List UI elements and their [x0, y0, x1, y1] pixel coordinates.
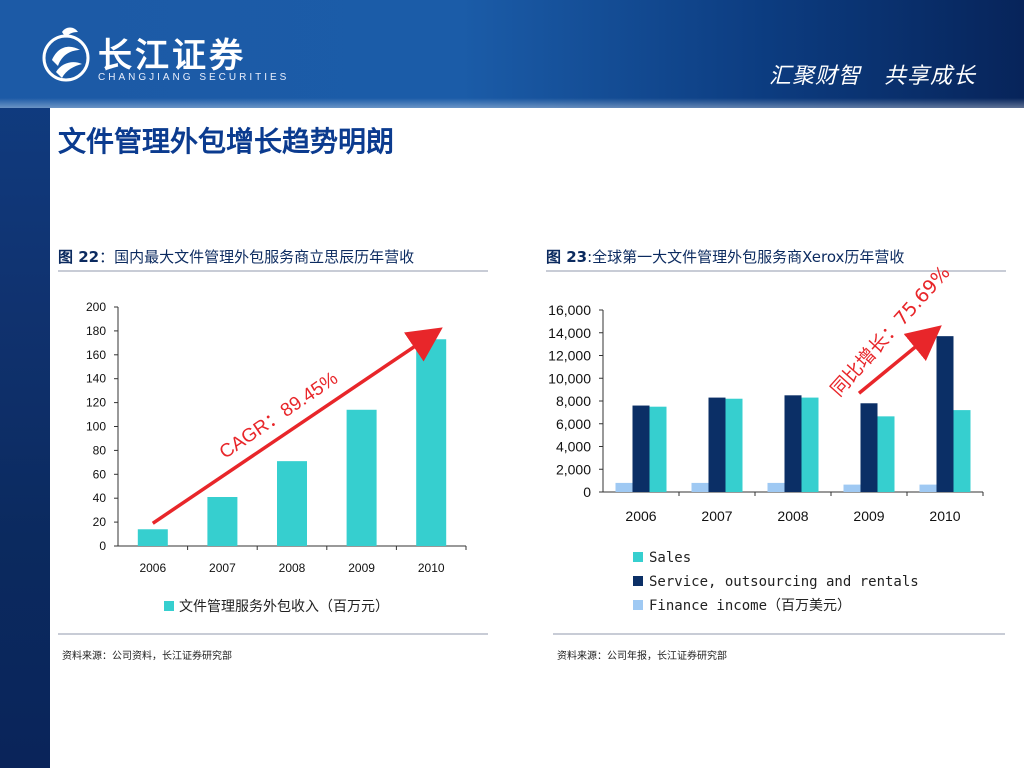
logo-english-name: CHANGJIANG SECURITIES [98, 72, 290, 83]
logo-chinese-name: 长江证券 [98, 36, 246, 76]
figure-23-source-rule [553, 633, 1005, 635]
chart-23-x-tick-label: 2009 [853, 508, 884, 524]
page-title: 文件管理外包增长趋势明朗 [58, 125, 395, 158]
chart-23-bar-2010-s1 [936, 336, 954, 492]
company-logo: 长江证券 CHANGJIANG SECURITIES [40, 22, 290, 92]
figure-22-title-text: ：国内最大文件管理外包服务商立思辰历年营收 [99, 248, 415, 266]
chart-23-x-tick-label: 2007 [701, 508, 732, 524]
chart-22-y-tick-label: 140 [86, 372, 106, 386]
chart-23-legend-swatch-2 [633, 600, 643, 610]
chart-22-bar-2006 [137, 529, 168, 546]
figure-22-source: 资料来源：公司资料，长江证券研究部 [62, 651, 232, 662]
logo-emblem-icon [42, 27, 90, 82]
chart-23-legend-label-2: Finance income（百万美元） [649, 598, 851, 614]
chart-23-y-tick-label: 2,000 [556, 461, 591, 477]
chart-23-y-tick-label: 12,000 [548, 348, 591, 364]
figure-22-source-rule [58, 633, 488, 635]
figure-22-title-prefix: 图 22 [58, 248, 100, 266]
chart-23-legend-swatch-0 [633, 552, 643, 562]
chart-23-bar-2008-s2 [767, 482, 785, 492]
chart-22-x-tick-label: 2006 [139, 561, 166, 575]
figure-23-title-prefix: 图 23 [546, 248, 588, 266]
figure-23-source: 资料来源：公司年报，长江证券研究部 [557, 651, 727, 662]
chart-23-y-tick-label: 4,000 [556, 439, 591, 455]
chart-22-x-tick-label: 2008 [279, 561, 306, 575]
chart-22-y-tick-label: 80 [93, 443, 107, 457]
chart-22-legend-swatch [164, 601, 174, 611]
chart-22-y-tick-label: 120 [86, 396, 106, 410]
chart-23-y-tick-label: 0 [583, 484, 591, 500]
figure-22-title: 图 22：国内最大文件管理外包服务商立思辰历年营收 [58, 246, 414, 267]
chart-22-bar-2008 [277, 461, 307, 546]
chart-23-bar-2009-s0 [877, 416, 895, 492]
chart-22-trend-arrow [151, 327, 443, 525]
chart-22-x-tick-label: 2010 [418, 561, 445, 575]
chart-23-legend-swatch-1 [633, 576, 643, 586]
chart-22-bar-2009 [346, 409, 377, 546]
chart-22-y-tick-label: 40 [93, 491, 107, 505]
figure-22-rule [58, 270, 488, 272]
chart-22-y-tick-label: 60 [93, 467, 107, 481]
chart-23-x-tick-label: 2008 [777, 508, 808, 524]
figure-23-rule [546, 270, 1006, 272]
slogan: 汇聚财智 共享成长 [768, 64, 976, 89]
left-strip [0, 0, 50, 768]
chart-23-bar-2006-s0 [649, 406, 667, 492]
chart-23-x-tick-label: 2006 [625, 508, 656, 524]
chart-22-bar-2010 [416, 339, 447, 546]
chart-22-x-tick-label: 2009 [348, 561, 375, 575]
chart-22-y-tick-label: 200 [86, 300, 106, 314]
chart-23-bar-2009-s1 [860, 403, 878, 492]
chart-22-y-tick-label: 0 [99, 539, 106, 553]
chart-22-legend-label: 文件管理服务外包收入（百万元） [179, 599, 389, 615]
chart-23-bar-2010-s0 [953, 410, 971, 492]
chart-23-y-tick-label: 14,000 [548, 325, 591, 341]
figure-23-title-text: :全球第一大文件管理外包服务商Xerox历年营收 [587, 248, 905, 266]
chart-23-bar-2007-s0 [725, 398, 743, 492]
chart-23-bar-2007-s1 [708, 397, 726, 492]
chart-22-y-tick-label: 100 [86, 420, 106, 434]
chart-22-bar-2007 [207, 497, 238, 546]
chart-23-bar-2006-s2 [615, 482, 633, 492]
figure-23-title: 图 23:全球第一大文件管理外包服务商Xerox历年营收 [546, 246, 904, 267]
chart-22-x-tick-label: 2007 [209, 561, 236, 575]
chart-23-bar-2006-s1 [632, 405, 650, 492]
chart-22-y-tick-label: 20 [93, 515, 107, 529]
chart-23-y-tick-label: 16,000 [548, 302, 591, 318]
chart-23-y-tick-label: 8,000 [556, 393, 591, 409]
chart-22-y-tick-label: 180 [86, 324, 106, 338]
chart-23-bar-2009-s2 [843, 484, 861, 492]
chart-22-y-tick-label: 160 [86, 348, 106, 362]
chart-23-legend-label-0: Sales [649, 550, 691, 566]
chart-23-trend-arrow [857, 325, 942, 395]
chart-23-y-tick-label: 6,000 [556, 416, 591, 432]
chart-23-legend-label-1: Service, outsourcing and rentals [649, 574, 919, 590]
chart-23-bar-2008-s0 [801, 397, 819, 492]
chart-23-bar-2007-s2 [691, 482, 709, 492]
chart-23-x-tick-label: 2010 [929, 508, 960, 524]
chart-23-bar-2008-s1 [784, 395, 802, 492]
chart-23-y-tick-label: 10,000 [548, 370, 591, 386]
chart-23-bar-2010-s2 [919, 484, 937, 492]
chart-23-growth-annotation: 同比增长：75.69% [826, 262, 954, 401]
header-banner: 长江证券 CHANGJIANG SECURITIES 汇聚财智 共享成长 [0, 0, 1024, 108]
